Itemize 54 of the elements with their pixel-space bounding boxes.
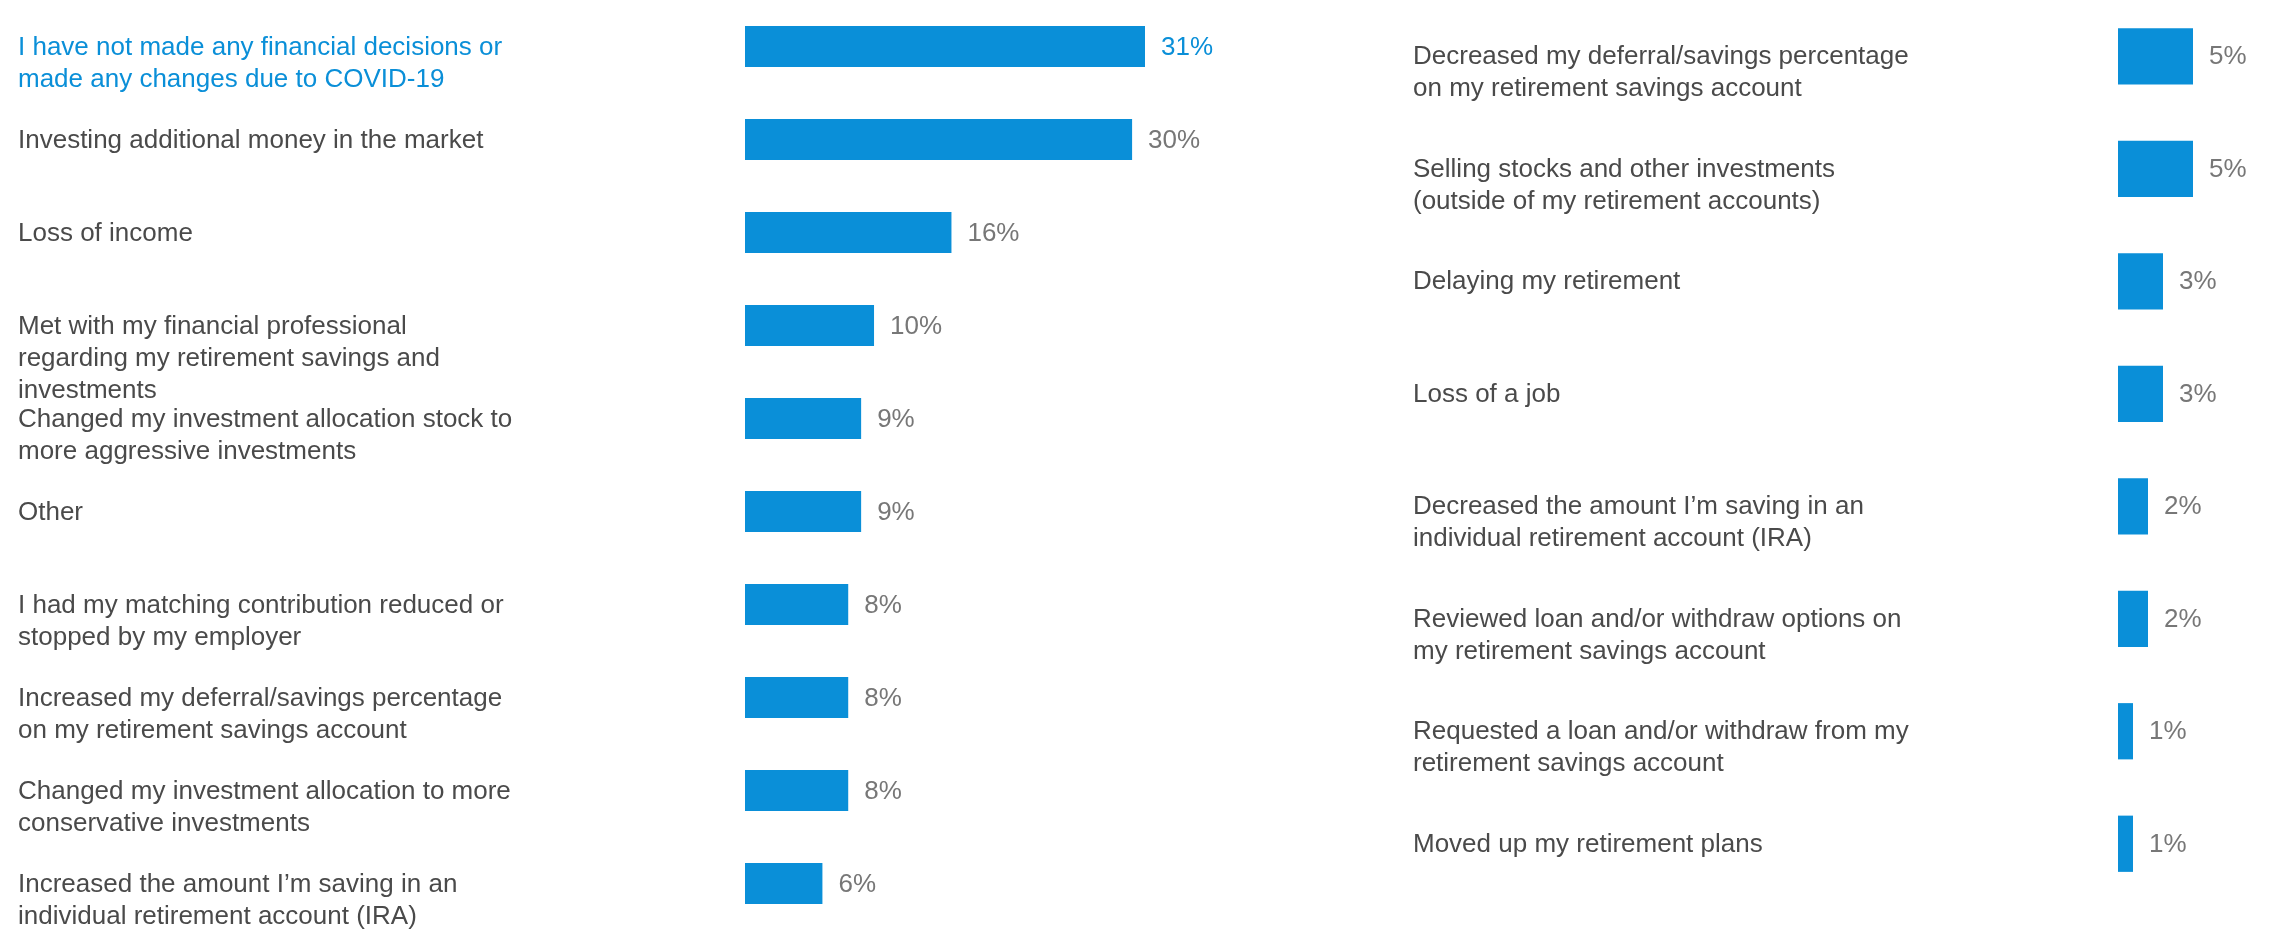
bar — [2118, 703, 2133, 760]
bar — [2118, 478, 2148, 535]
data-label: 6% — [838, 867, 876, 898]
bar — [745, 26, 1145, 67]
y-tick-label: Increased my deferral/savings percentage on my retirement savings account — [18, 681, 503, 744]
y-tick-label: Requested a loan and/or withdraw from my retirement savings account — [1413, 715, 1909, 778]
y-tick-label: Decreased my deferral/savings percentage on my retirement savings account — [1413, 40, 1909, 103]
data-label: 2% — [2164, 602, 2202, 633]
y-tick-label: Changed my investment allocation stock to more aggressive investments — [18, 402, 513, 465]
data-label: 5% — [2209, 40, 2247, 71]
data-label: 31% — [1161, 30, 1214, 61]
data-label: 8% — [864, 681, 902, 712]
data-label: 3% — [2179, 377, 2217, 408]
y-tick-label: Loss of a job — [1413, 377, 1561, 408]
bar — [2118, 590, 2148, 647]
y-tick-label: Met with my financial professional regarding my retirement savings and investments — [18, 309, 440, 404]
y-tick-label: Decreased the amount I’m saving in an individual retirement account (IRA) — [1413, 490, 1864, 553]
data-label: 16% — [967, 216, 1020, 247]
y-tick-label: Investing additional money in the market — [18, 123, 485, 154]
bar — [745, 584, 849, 625]
bar — [745, 677, 849, 718]
bar — [745, 398, 862, 439]
y-tick-label: Loss of income — [18, 216, 193, 247]
bar — [2118, 815, 2133, 872]
data-label: 9% — [877, 495, 915, 526]
data-label: 8% — [864, 588, 902, 619]
data-label: 2% — [2164, 490, 2202, 521]
bar — [745, 305, 875, 346]
bar — [745, 863, 823, 904]
y-tick-label: Other — [18, 495, 84, 526]
y-tick-label: Moved up my retirement plans — [1413, 827, 1763, 858]
bar — [2118, 365, 2163, 422]
bar — [2118, 253, 2163, 310]
y-tick-label: Selling stocks and other investments (outside of my retirement accounts) — [1413, 152, 1835, 215]
data-label: 1% — [2149, 827, 2187, 858]
data-label: 1% — [2149, 715, 2187, 746]
y-tick-label: I have not made any financial decisions or made any changes due to COVID-19 — [18, 30, 503, 93]
data-label: 5% — [2209, 152, 2247, 183]
y-tick-label: Changed my investment allocation to more conservative investments — [18, 774, 511, 837]
data-label: 3% — [2179, 265, 2217, 296]
data-label: 8% — [864, 774, 902, 805]
data-label: 10% — [890, 309, 943, 340]
bar — [745, 770, 849, 811]
y-tick-label: Delaying my retirement — [1413, 265, 1682, 296]
y-tick-label: I had my matching contribution reduced or stopped by my employer — [18, 588, 504, 651]
y-tick-label: Reviewed loan and/or withdraw options on my retirement savings account — [1413, 602, 1902, 665]
y-tick-label: Increased the amount I’m saving in an individual retirement account (IRA) — [18, 867, 458, 930]
bar — [745, 119, 1133, 160]
data-label: 30% — [1148, 123, 1201, 154]
bar — [745, 212, 952, 253]
bar — [2118, 140, 2193, 197]
bar — [2118, 28, 2193, 85]
bar — [745, 491, 862, 532]
data-label: 9% — [877, 402, 915, 433]
